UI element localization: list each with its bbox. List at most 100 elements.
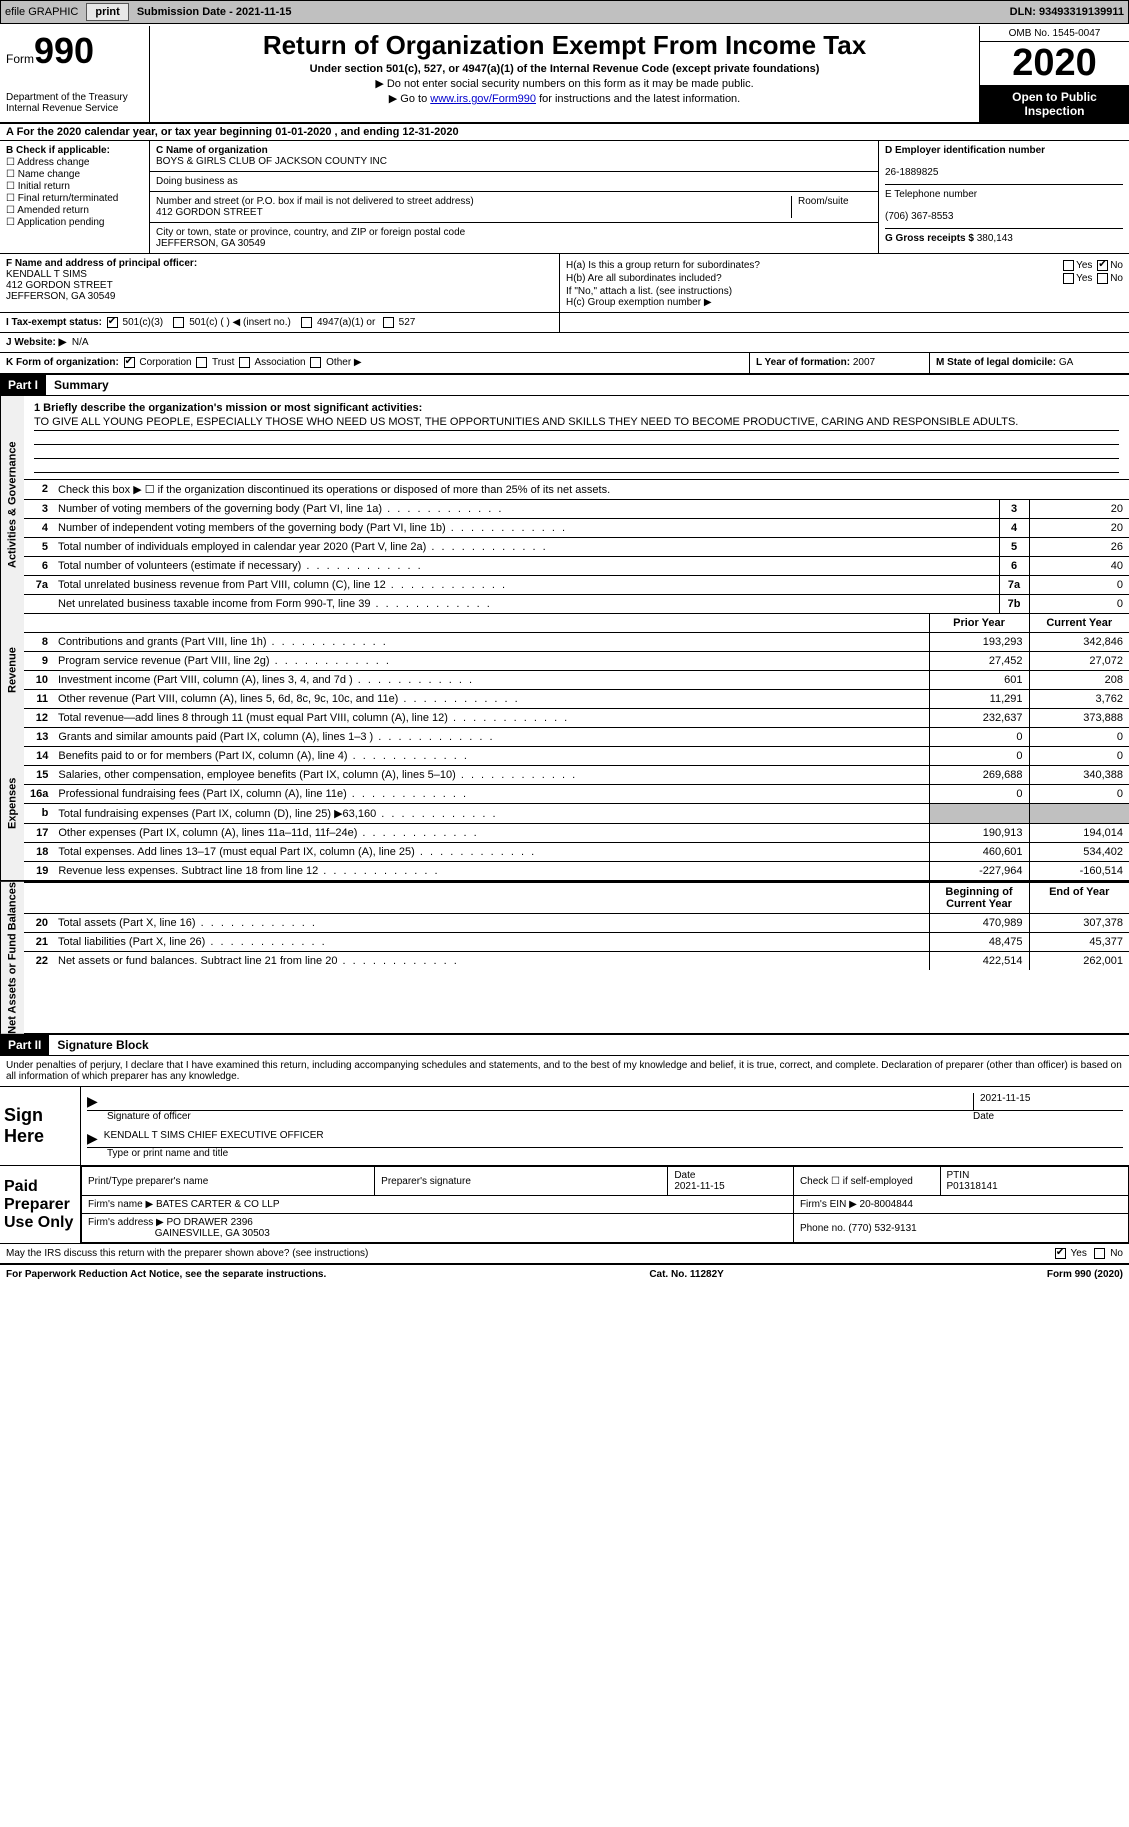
irs-link[interactable]: www.irs.gov/Form990: [430, 93, 536, 105]
declaration-text: Under penalties of perjury, I declare th…: [0, 1056, 1129, 1086]
cb-amended[interactable]: ☐ Amended return: [6, 205, 143, 216]
phone: (706) 367-8553: [885, 211, 953, 222]
ptin: P01318141: [947, 1181, 998, 1192]
discuss-row: May the IRS discuss this return with the…: [0, 1243, 1129, 1263]
cb-527[interactable]: [383, 317, 394, 328]
dln: DLN: 93493319139911: [1010, 6, 1124, 18]
inspection-label: Open to Public Inspection: [980, 86, 1129, 122]
arrow-icon: ▶: [87, 1093, 98, 1110]
tab-expenses: Expenses: [0, 727, 24, 880]
section-c: C Name of organization BOYS & GIRLS CLUB…: [150, 141, 879, 253]
table-row: 9Program service revenue (Part VIII, lin…: [24, 651, 1129, 670]
part1-expenses: Expenses 13Grants and similar amounts pa…: [0, 727, 1129, 880]
cb-name-change[interactable]: ☐ Name change: [6, 169, 143, 180]
submission-date: Submission Date - 2021-11-15: [137, 6, 292, 18]
table-row: Net unrelated business taxable income fr…: [24, 594, 1129, 613]
form-title: Return of Organization Exempt From Incom…: [158, 30, 971, 61]
cb-trust[interactable]: [196, 357, 207, 368]
row-k-l-m: K Form of organization: Corporation Trus…: [0, 353, 1129, 374]
table-row: 5Total number of individuals employed in…: [24, 537, 1129, 556]
form-year-box: OMB No. 1545-0047 2020 Open to Public In…: [979, 26, 1129, 122]
part2-header: Part II Signature Block: [0, 1033, 1129, 1056]
cb-other[interactable]: [310, 357, 321, 368]
ein: 26-1889825: [885, 167, 938, 178]
table-row: 22Net assets or fund balances. Subtract …: [24, 951, 1129, 970]
form-number: Form990: [6, 30, 143, 72]
table-row: 13Grants and similar amounts paid (Part …: [24, 727, 1129, 746]
mission-text: TO GIVE ALL YOUNG PEOPLE, ESPECIALLY THO…: [34, 414, 1119, 431]
row-j: J Website: ▶ N/A: [0, 333, 1129, 353]
cb-initial-return[interactable]: ☐ Initial return: [6, 181, 143, 192]
firm-addr2: GAINESVILLE, GA 30503: [155, 1228, 270, 1239]
table-row: 21Total liabilities (Part X, line 26)48,…: [24, 932, 1129, 951]
table-row: 10Investment income (Part VIII, column (…: [24, 670, 1129, 689]
cb-501c[interactable]: [173, 317, 184, 328]
sig-date-value: 2021-11-15: [973, 1093, 1123, 1110]
part1-netassets: Net Assets or Fund Balances Beginning of…: [0, 880, 1129, 1034]
firm-ein: 20-8004844: [860, 1199, 913, 1210]
tab-governance: Activities & Governance: [0, 396, 24, 613]
city: JEFFERSON, GA 30549: [156, 238, 266, 249]
cb-hb-no[interactable]: [1097, 273, 1108, 284]
pra-notice: For Paperwork Reduction Act Notice, see …: [6, 1269, 326, 1280]
cb-corp[interactable]: [124, 357, 135, 368]
table-row: 4Number of independent voting members of…: [24, 518, 1129, 537]
part1-header: Part I Summary: [0, 375, 1129, 396]
page-footer: For Paperwork Reduction Act Notice, see …: [0, 1263, 1129, 1284]
expenses-table: 13Grants and similar amounts paid (Part …: [24, 727, 1129, 880]
efile-label: efile GRAPHIC: [5, 6, 78, 18]
form-header: Form990 Department of the Treasury Inter…: [0, 26, 1129, 124]
cb-app-pending[interactable]: ☐ Application pending: [6, 217, 143, 228]
print-button[interactable]: print: [86, 3, 128, 21]
table-row: 20Total assets (Part X, line 16)470,9893…: [24, 913, 1129, 932]
street: 412 GORDON STREET: [156, 207, 263, 218]
cb-final-return[interactable]: ☐ Final return/terminated: [6, 193, 143, 204]
cb-address-change[interactable]: ☐ Address change: [6, 157, 143, 168]
table-row: 19Revenue less expenses. Subtract line 1…: [24, 861, 1129, 880]
table-row: 16aProfessional fundraising fees (Part I…: [24, 784, 1129, 803]
cb-assoc[interactable]: [239, 357, 250, 368]
table-row: bTotal fundraising expenses (Part IX, co…: [24, 803, 1129, 823]
part1-governance: Activities & Governance 1 Briefly descri…: [0, 396, 1129, 613]
form-note-1: ▶ Do not enter social security numbers o…: [158, 77, 971, 90]
table-row: 3Number of voting members of the governi…: [24, 499, 1129, 518]
row-i: I Tax-exempt status: 501(c)(3) 501(c) ( …: [0, 313, 1129, 333]
tab-revenue: Revenue: [0, 613, 24, 727]
cb-ha-yes[interactable]: [1063, 260, 1074, 271]
form-title-box: Return of Organization Exempt From Incom…: [150, 26, 979, 122]
part1-revenue: Revenue Prior YearCurrent Year 8Contribu…: [0, 613, 1129, 727]
table-row: 12Total revenue—add lines 8 through 11 (…: [24, 708, 1129, 727]
paid-preparer-label: Paid Preparer Use Only: [0, 1166, 80, 1243]
tax-year: 2020: [980, 42, 1129, 86]
revenue-table: Prior YearCurrent Year 8Contributions an…: [24, 613, 1129, 727]
gov-table: 2Check this box ▶ ☐ if the organization …: [24, 479, 1129, 613]
firm-phone: (770) 532-9131: [848, 1223, 916, 1234]
cb-hb-yes[interactable]: [1063, 273, 1074, 284]
preparer-table: Print/Type preparer's name Preparer's si…: [81, 1166, 1129, 1243]
cb-501c3[interactable]: [107, 317, 118, 328]
entity-box: B Check if applicable: ☐ Address change …: [0, 141, 1129, 254]
prep-date: 2021-11-15: [674, 1181, 724, 1192]
form-ref: Form 990 (2020): [1047, 1269, 1123, 1280]
state-domicile: GA: [1059, 357, 1073, 368]
arrow-icon: ▶: [87, 1130, 98, 1147]
table-row: 15Salaries, other compensation, employee…: [24, 765, 1129, 784]
table-row: 14Benefits paid to or for members (Part …: [24, 746, 1129, 765]
cb-discuss-yes[interactable]: [1055, 1248, 1066, 1259]
tab-netassets: Net Assets or Fund Balances: [0, 882, 24, 1034]
section-d: D Employer identification number 26-1889…: [879, 141, 1129, 253]
firm-addr1: PO DRAWER 2396: [167, 1217, 253, 1228]
sign-here-label: Sign Here: [0, 1087, 80, 1165]
cb-ha-no[interactable]: [1097, 260, 1108, 271]
website: N/A: [72, 337, 89, 348]
form-subtitle: Under section 501(c), 527, or 4947(a)(1)…: [158, 63, 971, 75]
dept-label: Department of the Treasury Internal Reve…: [6, 92, 143, 114]
cb-4947[interactable]: [301, 317, 312, 328]
row-a-period: A For the 2020 calendar year, or tax yea…: [0, 124, 1129, 141]
row-f-h: F Name and address of principal officer:…: [0, 254, 1129, 313]
cb-discuss-no[interactable]: [1094, 1248, 1105, 1259]
year-formation: 2007: [853, 357, 875, 368]
firm-name: BATES CARTER & CO LLP: [156, 1199, 280, 1210]
paid-preparer-row: Paid Preparer Use Only Print/Type prepar…: [0, 1165, 1129, 1243]
table-row: 11Other revenue (Part VIII, column (A), …: [24, 689, 1129, 708]
